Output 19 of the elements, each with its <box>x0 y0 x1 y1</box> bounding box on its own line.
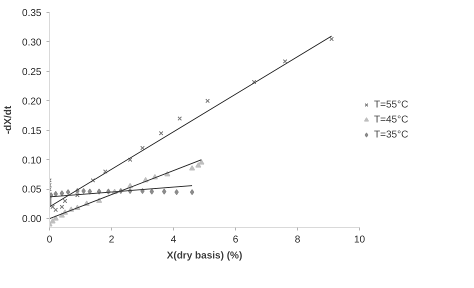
y-tick-label: 0.25 <box>22 66 42 78</box>
y-tick-label: 0.20 <box>22 96 42 108</box>
y-tick-label: 0.05 <box>22 184 42 196</box>
x-tick-label: 8 <box>294 234 301 246</box>
legend-label: T=35°C <box>374 129 410 140</box>
y-tick-label: 0.10 <box>22 155 42 166</box>
y-tick-label: 0.35 <box>22 8 42 19</box>
x-tick-label: 2 <box>108 234 115 246</box>
legend-label: T=45°C <box>374 114 410 125</box>
x-tick-label: 10 <box>354 234 366 246</box>
y-axis-title: -dX/dt <box>3 105 14 134</box>
legend-label: T=55°C <box>374 99 410 110</box>
y-tick-label: 0.00 <box>22 214 42 226</box>
x-tick-label: 0 <box>46 234 53 246</box>
y-tick-label: 0.30 <box>22 37 42 48</box>
x-axis-title: X(dry basis) (%) <box>166 250 242 262</box>
y-tick-label: 0.15 <box>22 126 42 137</box>
x-tick-label: 6 <box>232 234 239 246</box>
x-tick-label: 4 <box>170 234 177 246</box>
